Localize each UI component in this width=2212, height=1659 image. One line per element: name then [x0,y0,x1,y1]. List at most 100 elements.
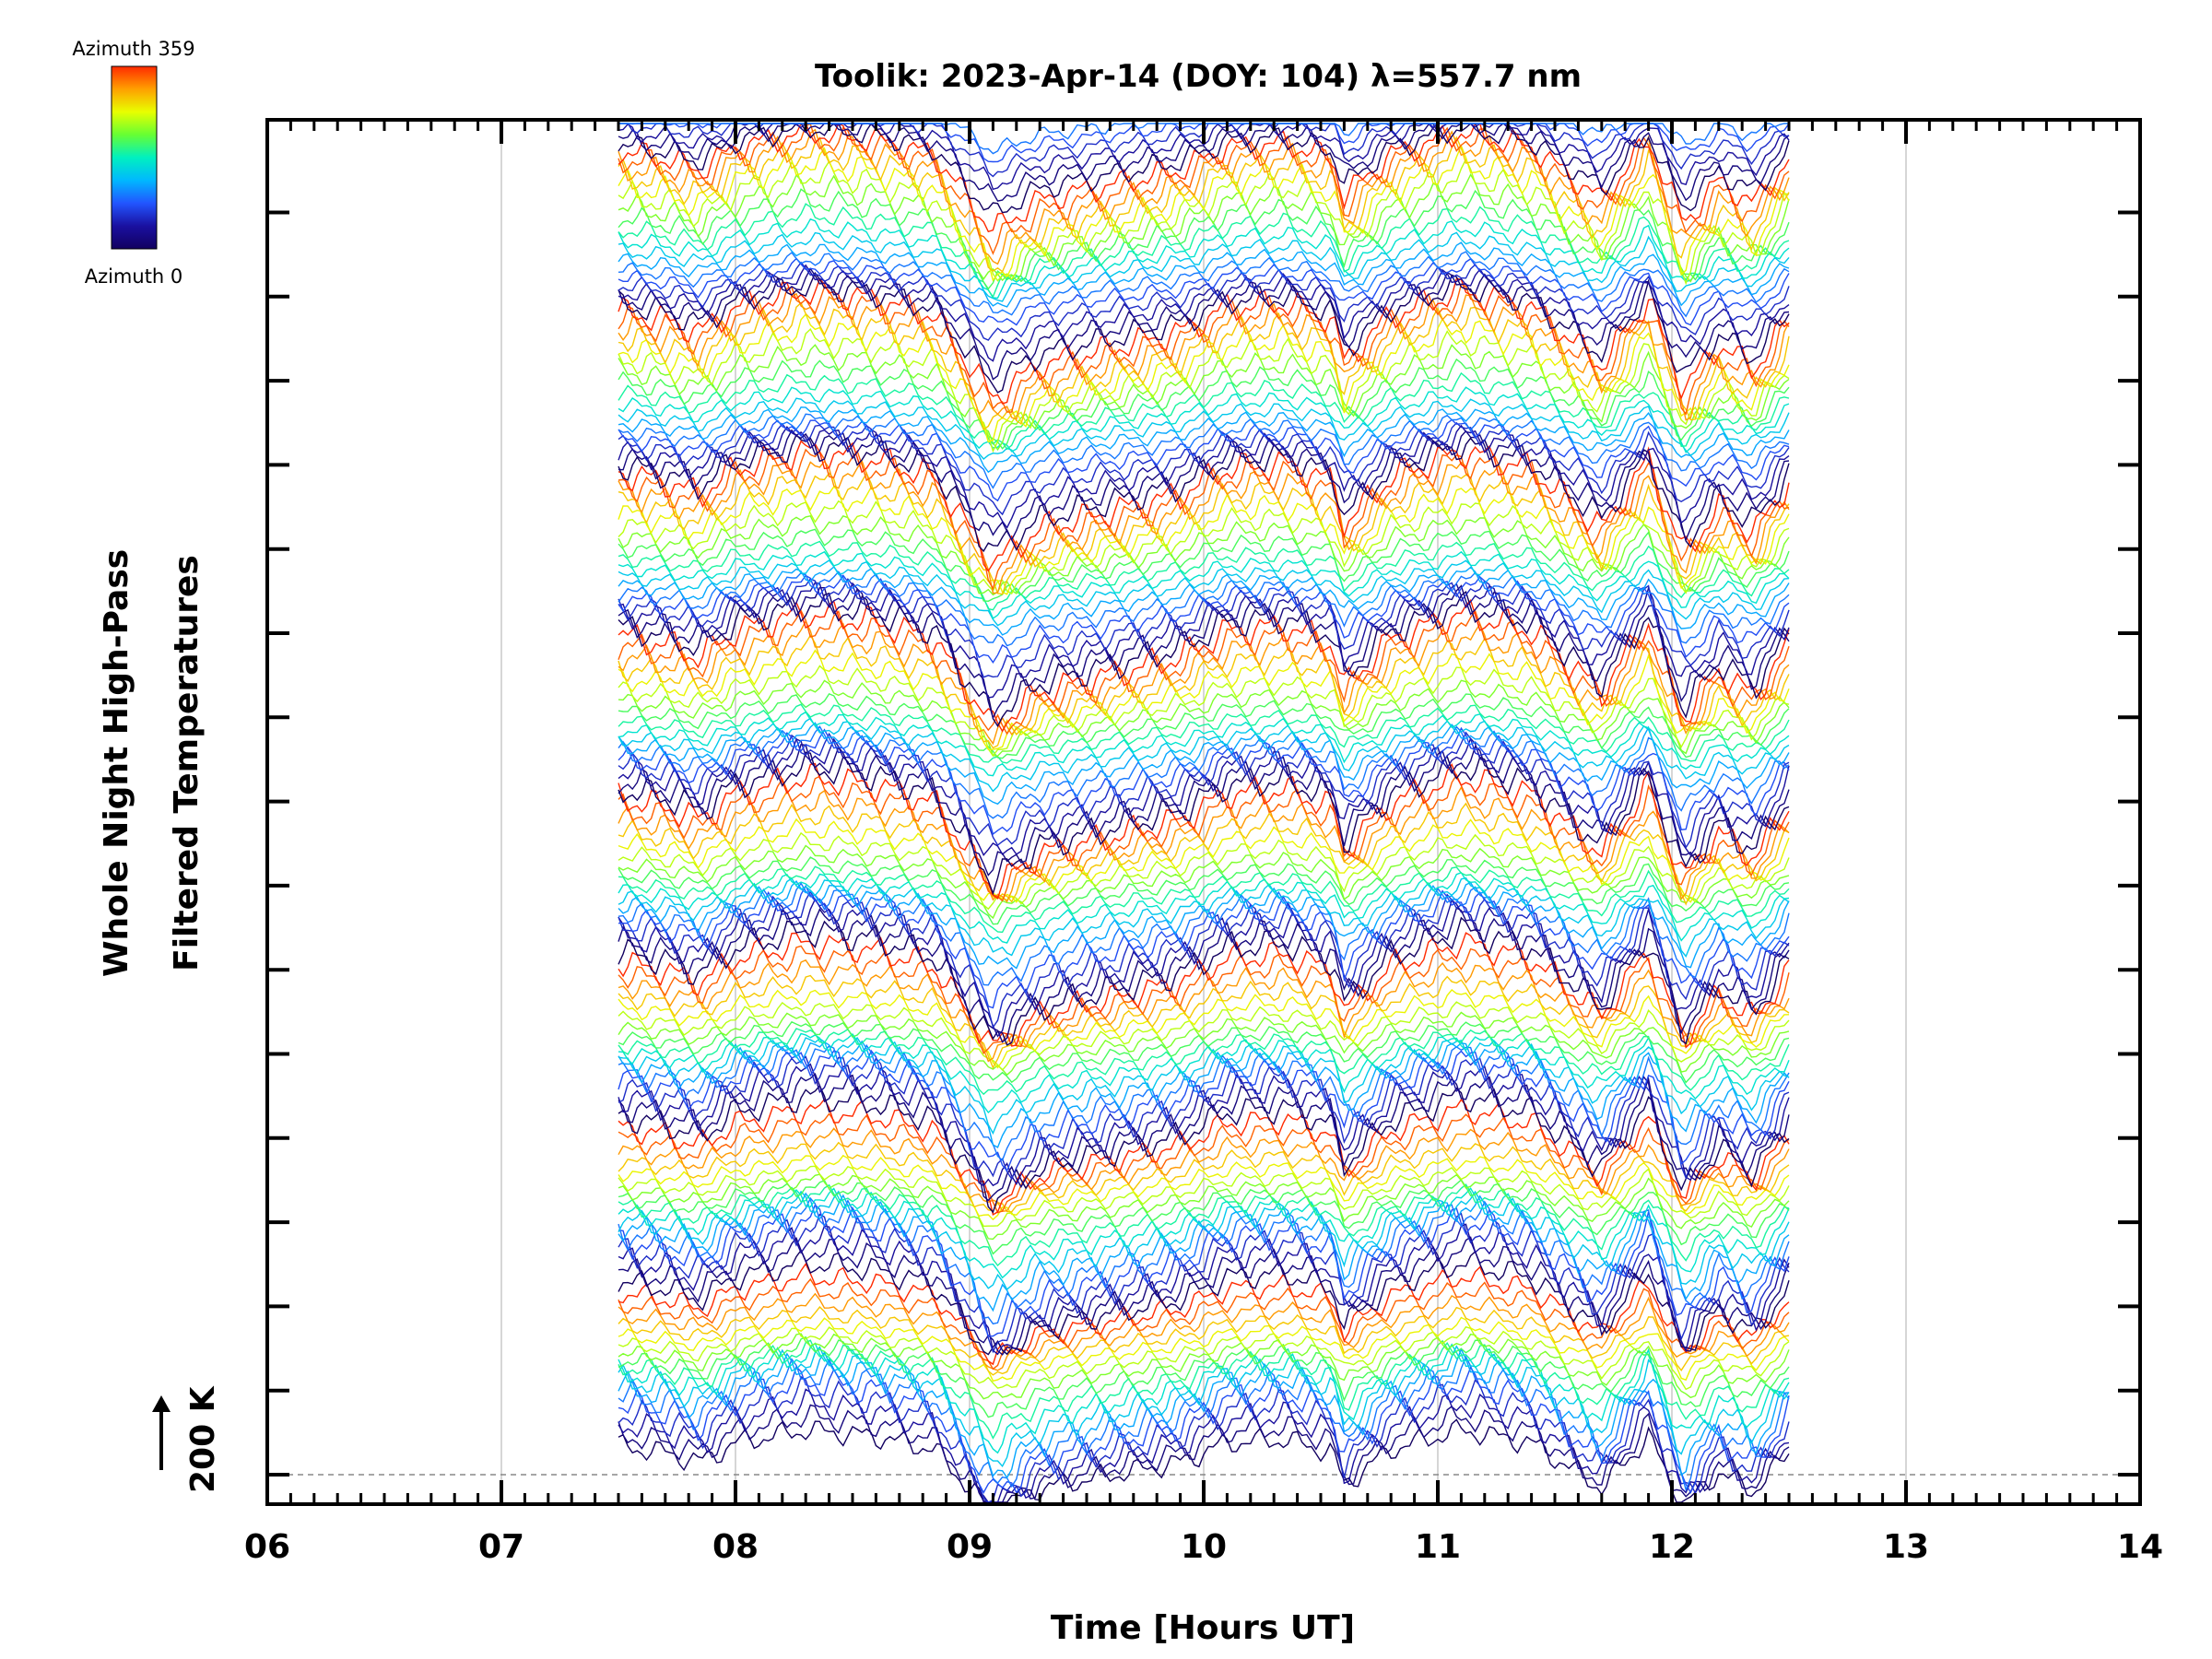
temperature-trace [618,773,1790,902]
temperature-trace [618,188,1790,290]
temperature-trace [618,703,1790,764]
temperature-trace [618,1418,1790,1503]
temperature-trace [618,421,1790,516]
temperature-trace [618,1325,1790,1391]
temperature-trace [618,884,1790,1009]
temperature-trace [618,1098,1790,1216]
temperature-trace [618,264,1790,362]
temperature-trace [618,725,1790,819]
temperature-trace [618,559,1790,627]
temperature-trace [618,578,1790,678]
temperature-trace [618,550,1790,619]
temperature-trace [618,1141,1790,1213]
temperature-trace [618,959,1790,1063]
temperature-trace [618,1404,1790,1503]
temperature-trace [618,1339,1790,1440]
temperature-trace [618,267,1790,381]
scale-arrow-head-icon [152,1395,171,1412]
temperature-trace [618,1263,1790,1366]
y-axis-label-line2: Filtered Temperatures [168,555,206,971]
temperature-trace [618,1154,1790,1221]
temperature-trace [618,865,1790,934]
temperature-trace [618,386,1790,453]
temperature-trace [618,1040,1790,1148]
temperature-trace [618,566,1790,636]
temperature-trace [618,251,1790,318]
temperature-trace [618,802,1790,906]
colorbar-gradient [111,65,158,250]
temperature-trace [618,1223,1790,1356]
temperature-trace [618,459,1790,594]
temperature-trace [618,974,1790,1070]
temperature-trace [618,1112,1790,1214]
temperature-trace [618,679,1790,757]
temperature-trace [618,649,1790,750]
temperature-trace [618,1020,1790,1084]
temperature-trace [618,1277,1790,1371]
x-tick-label: 10 [1181,1528,1227,1566]
temperature-trace [618,122,1790,214]
temperature-trace [618,1345,1790,1468]
temperature-trace [618,277,1790,405]
temperature-trace [618,1063,1790,1187]
temperature-trace [618,1084,1790,1214]
temperature-trace [618,448,1790,591]
temperature-trace [618,406,1790,474]
x-tick-label: 08 [712,1528,759,1566]
temperature-trace [618,711,1790,777]
x-tick-label: 11 [1415,1528,1461,1566]
temperature-trace [618,433,1790,553]
chart-title: Toolik: 2023-Apr-14 (DOY: 104) λ=557.7 n… [815,58,1582,95]
temperature-trace [618,1165,1790,1228]
temperature-trace [618,989,1790,1069]
x-tick-label: 07 [478,1528,524,1566]
temperature-trace [618,327,1790,453]
scale-label: 200 K [184,1385,222,1493]
colorbar: Azimuth 359 Azimuth 0 [72,38,194,288]
temperature-trace [618,744,1790,877]
temperature-trace [618,1187,1790,1279]
temperature-trace [618,872,1790,944]
temperature-trace [618,1183,1790,1267]
temperature-trace [618,261,1790,341]
temperature-trace [618,889,1790,1030]
temperature-trace [618,609,1790,735]
temperature-trace [618,877,1790,958]
temperature-trace [618,751,1790,896]
temperature-trace [618,898,1790,1038]
colorbar-bottom-label: Azimuth 0 [85,265,183,288]
temperature-trace [618,1190,1790,1291]
temperature-trace [618,726,1790,836]
temperature-trace [618,344,1790,452]
temperature-traces [618,122,1790,1503]
temperature-trace [618,424,1790,529]
temperature-trace [618,1335,1790,1418]
x-tick-label: 06 [244,1528,290,1566]
temperature-trace [618,241,1790,308]
temperature-trace [618,1375,1790,1503]
temperature-trace [618,312,1790,443]
temperature-trace [618,844,1790,920]
temperature-trace [618,1043,1790,1161]
temperature-trace [618,1333,1790,1400]
temperature-trace [618,413,1790,489]
temperature-trace [618,128,1790,265]
temperature-trace [618,906,1790,1043]
temperature-trace [618,418,1790,502]
temperature-trace [618,1011,1790,1077]
temperature-trace [618,1055,1790,1181]
temperature-trace [618,358,1790,450]
temperature-trace [618,218,1790,300]
x-tick-label: 09 [947,1528,993,1566]
temperature-trace [618,1036,1790,1135]
scale-indicator: 200 K [152,1385,222,1493]
axis-ticks [265,120,2142,1504]
temperature-trace [618,856,1790,925]
temperature-trace [618,1179,1790,1255]
temperature-trace [618,785,1790,903]
temperature-trace [618,1306,1790,1376]
temperature-trace [618,371,1790,451]
temperature-trace [618,528,1790,603]
temperature-trace [618,1347,1790,1479]
